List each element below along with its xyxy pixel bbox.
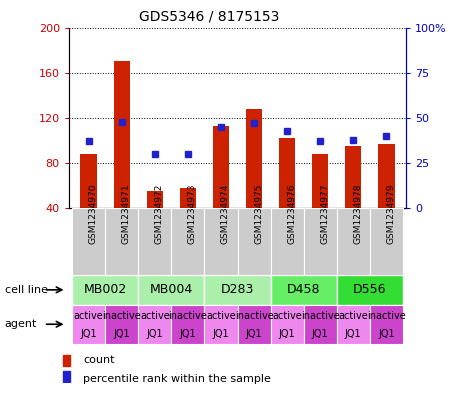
Text: GSM1234972: GSM1234972 — [155, 184, 164, 244]
Text: JQ1: JQ1 — [378, 329, 395, 339]
Bar — [304, 305, 337, 344]
Text: inactive: inactive — [235, 311, 274, 321]
Bar — [345, 146, 361, 208]
Text: MB002: MB002 — [84, 283, 127, 296]
Bar — [304, 208, 337, 275]
Text: GDS5346 / 8175153: GDS5346 / 8175153 — [139, 10, 279, 24]
Bar — [370, 305, 403, 344]
Bar — [171, 208, 204, 275]
Text: inactive: inactive — [169, 311, 207, 321]
Bar — [337, 305, 370, 344]
Text: inactive: inactive — [367, 311, 406, 321]
Text: MB004: MB004 — [150, 283, 193, 296]
Bar — [63, 371, 70, 382]
Text: JQ1: JQ1 — [146, 329, 163, 339]
Bar — [279, 138, 295, 208]
Bar — [204, 208, 238, 275]
Text: GSM1234978: GSM1234978 — [353, 184, 362, 244]
Text: GSM1234975: GSM1234975 — [254, 184, 263, 244]
Text: JQ1: JQ1 — [279, 329, 295, 339]
Text: active: active — [338, 311, 368, 321]
Text: GSM1234979: GSM1234979 — [386, 184, 395, 244]
Bar — [378, 144, 395, 208]
Text: GSM1234974: GSM1234974 — [221, 184, 230, 244]
Text: GSM1234971: GSM1234971 — [122, 184, 131, 244]
Bar — [271, 275, 337, 305]
Bar — [63, 355, 70, 366]
Bar — [114, 61, 130, 208]
Text: D556: D556 — [353, 283, 387, 296]
Bar — [204, 305, 238, 344]
Text: JQ1: JQ1 — [114, 329, 130, 339]
Bar — [138, 305, 171, 344]
Text: active: active — [272, 311, 302, 321]
Text: GSM1234973: GSM1234973 — [188, 184, 197, 244]
Bar — [213, 126, 229, 208]
Bar — [105, 305, 138, 344]
Bar — [180, 188, 196, 208]
Bar — [72, 208, 105, 275]
Bar — [72, 305, 105, 344]
Text: count: count — [83, 354, 114, 365]
Bar — [147, 191, 163, 208]
Bar — [72, 275, 138, 305]
Text: GSM1234976: GSM1234976 — [287, 184, 296, 244]
Text: agent: agent — [5, 319, 37, 329]
Bar — [204, 275, 271, 305]
Bar — [238, 305, 271, 344]
Bar — [370, 208, 403, 275]
Bar — [337, 208, 370, 275]
Bar — [312, 154, 328, 208]
Bar — [138, 208, 171, 275]
Bar — [238, 208, 271, 275]
Text: D283: D283 — [221, 283, 254, 296]
Bar — [271, 305, 304, 344]
Text: D458: D458 — [287, 283, 320, 296]
Text: cell line: cell line — [5, 285, 48, 295]
Bar — [80, 154, 97, 208]
Text: active: active — [74, 311, 104, 321]
Bar — [246, 109, 262, 208]
Text: inactive: inactive — [103, 311, 141, 321]
Bar — [271, 208, 304, 275]
Text: active: active — [206, 311, 236, 321]
Text: JQ1: JQ1 — [80, 329, 97, 339]
Text: JQ1: JQ1 — [180, 329, 196, 339]
Bar — [171, 305, 204, 344]
Bar — [105, 208, 138, 275]
Text: inactive: inactive — [301, 311, 340, 321]
Text: GSM1234970: GSM1234970 — [89, 184, 98, 244]
Text: JQ1: JQ1 — [345, 329, 361, 339]
Text: JQ1: JQ1 — [246, 329, 262, 339]
Bar — [337, 275, 403, 305]
Text: active: active — [140, 311, 170, 321]
Text: JQ1: JQ1 — [312, 329, 329, 339]
Text: GSM1234977: GSM1234977 — [320, 184, 329, 244]
Text: percentile rank within the sample: percentile rank within the sample — [83, 374, 271, 384]
Bar — [138, 275, 204, 305]
Text: JQ1: JQ1 — [213, 329, 229, 339]
